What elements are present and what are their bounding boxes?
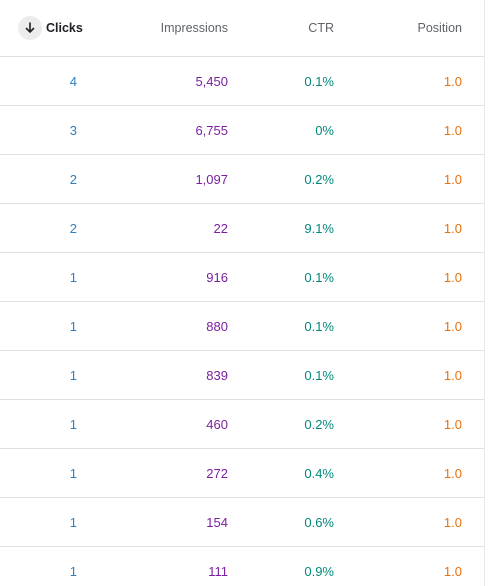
cell-position: 1.0	[443, 465, 462, 481]
table-row[interactable]: 1 880 0.1% 1.0	[0, 302, 484, 351]
cell-position: 1.0	[443, 563, 462, 579]
cell-impressions: 916	[206, 269, 228, 285]
cell-ctr: 0.2%	[304, 416, 334, 432]
column-header-position[interactable]: Position	[417, 21, 462, 35]
table-row[interactable]: 2 1,097 0.2% 1.0	[0, 155, 484, 204]
cell-clicks: 1	[69, 465, 77, 481]
table-body: 4 5,450 0.1% 1.0 3 6,755 0% 1.0 2 1,097 0.2% 1.0 2 22…	[0, 57, 484, 586]
table-row[interactable]: 1 272 0.4% 1.0	[0, 449, 484, 498]
table-row[interactable]: 2 22 9.1% 1.0	[0, 204, 484, 253]
cell-position: 1.0	[443, 269, 462, 285]
cell-ctr: 0.4%	[304, 465, 334, 481]
cell-clicks: 4	[69, 73, 77, 89]
cell-clicks: 1	[69, 416, 77, 432]
cell-impressions: 272	[206, 465, 228, 481]
cell-clicks: 1	[69, 563, 77, 579]
cell-clicks: 1	[69, 318, 77, 334]
cell-impressions: 154	[206, 514, 228, 530]
cell-position: 1.0	[443, 367, 462, 383]
cell-position: 1.0	[443, 171, 462, 187]
table-row[interactable]: 1 460 0.2% 1.0	[0, 400, 484, 449]
table-row[interactable]: 1 154 0.6% 1.0	[0, 498, 484, 547]
cell-position: 1.0	[443, 514, 462, 530]
cell-clicks: 2	[69, 220, 77, 236]
cell-position: 1.0	[443, 220, 462, 236]
table-row[interactable]: 1 916 0.1% 1.0	[0, 253, 484, 302]
cell-ctr: 0.1%	[304, 269, 334, 285]
column-header-impressions[interactable]: Impressions	[160, 21, 228, 35]
column-header-ctr[interactable]: CTR	[308, 21, 334, 35]
arrow-down-icon	[24, 22, 36, 34]
cell-ctr: 0%	[315, 122, 334, 138]
column-header-clicks[interactable]: Clicks	[18, 0, 83, 56]
cell-position: 1.0	[443, 416, 462, 432]
cell-clicks: 3	[69, 122, 77, 138]
sort-descending-button[interactable]	[18, 16, 42, 40]
cell-ctr: 9.1%	[304, 220, 334, 236]
cell-ctr: 0.2%	[304, 171, 334, 187]
cell-impressions: 1,097	[195, 171, 228, 187]
table-header: Clicks Impressions CTR Position	[0, 0, 484, 57]
cell-impressions: 22	[213, 220, 228, 236]
table-row[interactable]: 3 6,755 0% 1.0	[0, 106, 484, 155]
cell-impressions: 6,755	[195, 122, 228, 138]
cell-clicks: 1	[69, 269, 77, 285]
table-row[interactable]: 1 111 0.9% 1.0	[0, 547, 484, 586]
cell-impressions: 460	[206, 416, 228, 432]
cell-clicks: 1	[69, 367, 77, 383]
cell-position: 1.0	[443, 122, 462, 138]
cell-clicks: 1	[69, 514, 77, 530]
cell-position: 1.0	[443, 318, 462, 334]
cell-impressions: 839	[206, 367, 228, 383]
cell-position: 1.0	[443, 73, 462, 89]
table-row[interactable]: 4 5,450 0.1% 1.0	[0, 57, 484, 106]
cell-impressions: 5,450	[195, 73, 228, 89]
cell-impressions: 111	[208, 563, 228, 579]
column-header-clicks-label: Clicks	[46, 21, 83, 35]
cell-ctr: 0.1%	[304, 73, 334, 89]
cell-ctr: 0.1%	[304, 318, 334, 334]
cell-impressions: 880	[206, 318, 228, 334]
table-row[interactable]: 1 839 0.1% 1.0	[0, 351, 484, 400]
cell-ctr: 0.6%	[304, 514, 334, 530]
cell-ctr: 0.9%	[304, 563, 334, 579]
cell-ctr: 0.1%	[304, 367, 334, 383]
cell-clicks: 2	[69, 171, 77, 187]
